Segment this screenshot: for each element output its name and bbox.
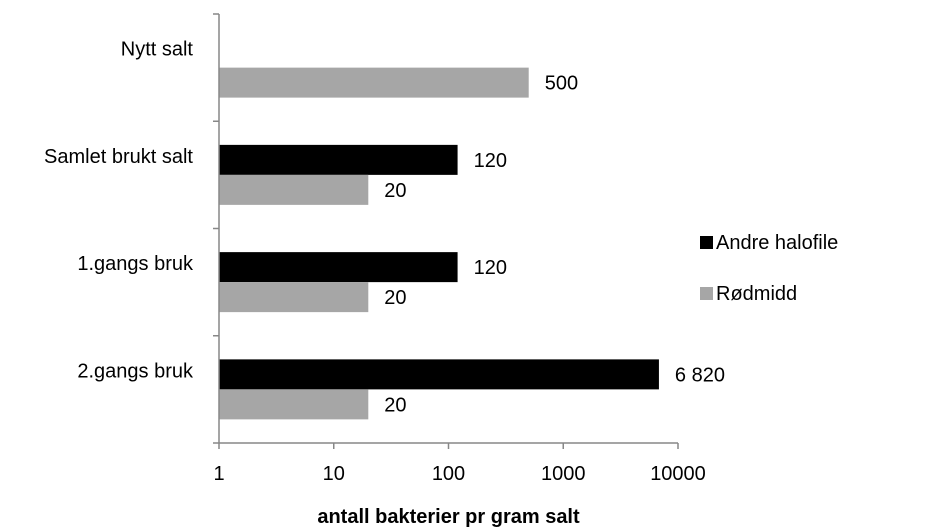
data-label: 20 <box>384 394 406 416</box>
category-label: Nytt salt <box>121 39 194 61</box>
data-label: 6 820 <box>675 364 725 386</box>
bar <box>219 252 458 283</box>
ticks-group <box>213 13 679 449</box>
legend-label: Rødmidd <box>716 283 797 305</box>
data-label: 20 <box>384 287 406 309</box>
x-tick-label: 10000 <box>650 463 706 485</box>
legend-swatch <box>700 287 713 300</box>
category-label: Samlet brukt salt <box>44 146 193 168</box>
legend-swatch <box>700 236 713 249</box>
bar <box>219 67 529 98</box>
bar <box>219 144 458 175</box>
x-axis-title: antall bakterier pr gram salt <box>317 506 580 527</box>
bar <box>219 359 659 390</box>
data-label: 120 <box>474 257 507 279</box>
data-label: 500 <box>545 73 578 95</box>
legend: Andre halofile Rødmidd <box>700 232 838 305</box>
x-tick-label: 100 <box>432 463 465 485</box>
legend-label: Andre halofile <box>716 232 838 254</box>
category-label: 2.gangs bruk <box>77 360 194 382</box>
labels-group: 1 10 100 1000 10000 2.gangs bruk 6 820 20 1.gang… <box>44 39 725 485</box>
bar <box>219 282 369 313</box>
x-tick-label: 1000 <box>541 463 586 485</box>
bars-group <box>219 67 659 420</box>
bar <box>219 174 369 205</box>
bar <box>219 389 369 420</box>
category-label: 1.gangs bruk <box>77 253 194 275</box>
data-label: 20 <box>384 180 406 202</box>
x-tick-label: 10 <box>323 463 345 485</box>
x-tick-label: 1 <box>213 463 224 485</box>
data-label: 120 <box>474 150 507 172</box>
